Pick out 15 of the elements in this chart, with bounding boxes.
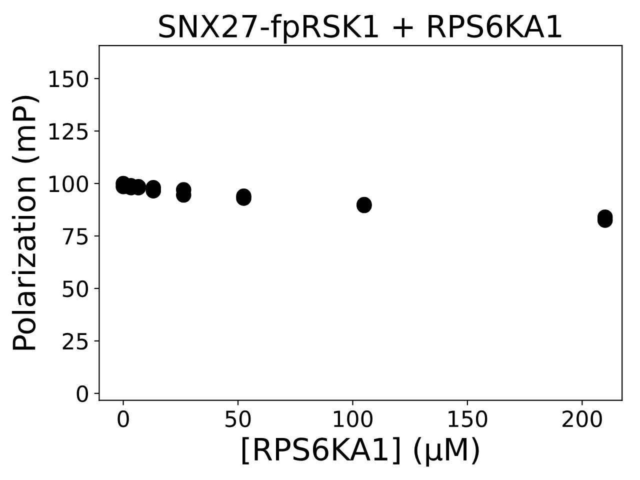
y-tick-label: 75	[63, 228, 88, 245]
x-tick-label: 0	[118, 410, 129, 428]
chart-title: SNX27-fpRSK1 + RPS6KA1	[159, 14, 562, 44]
x-tick-label: 200	[562, 410, 602, 428]
y-tick-label: 50	[62, 280, 88, 298]
y-axis-title: Polarization (mP)	[12, 96, 40, 350]
y-tick-label: 25	[62, 332, 88, 350]
x-axis-title: [RPS6KA1] (μM)	[242, 437, 479, 467]
y-tick-label: 150	[50, 70, 88, 88]
y-tick-label: 100	[50, 175, 88, 192]
y-tick-label: 125	[50, 122, 88, 140]
x-tick-label: 100	[334, 410, 372, 428]
x-tick-label: 50	[226, 410, 251, 428]
x-tick-label: 150	[448, 410, 488, 428]
y-tick-label: 0	[76, 385, 88, 402]
